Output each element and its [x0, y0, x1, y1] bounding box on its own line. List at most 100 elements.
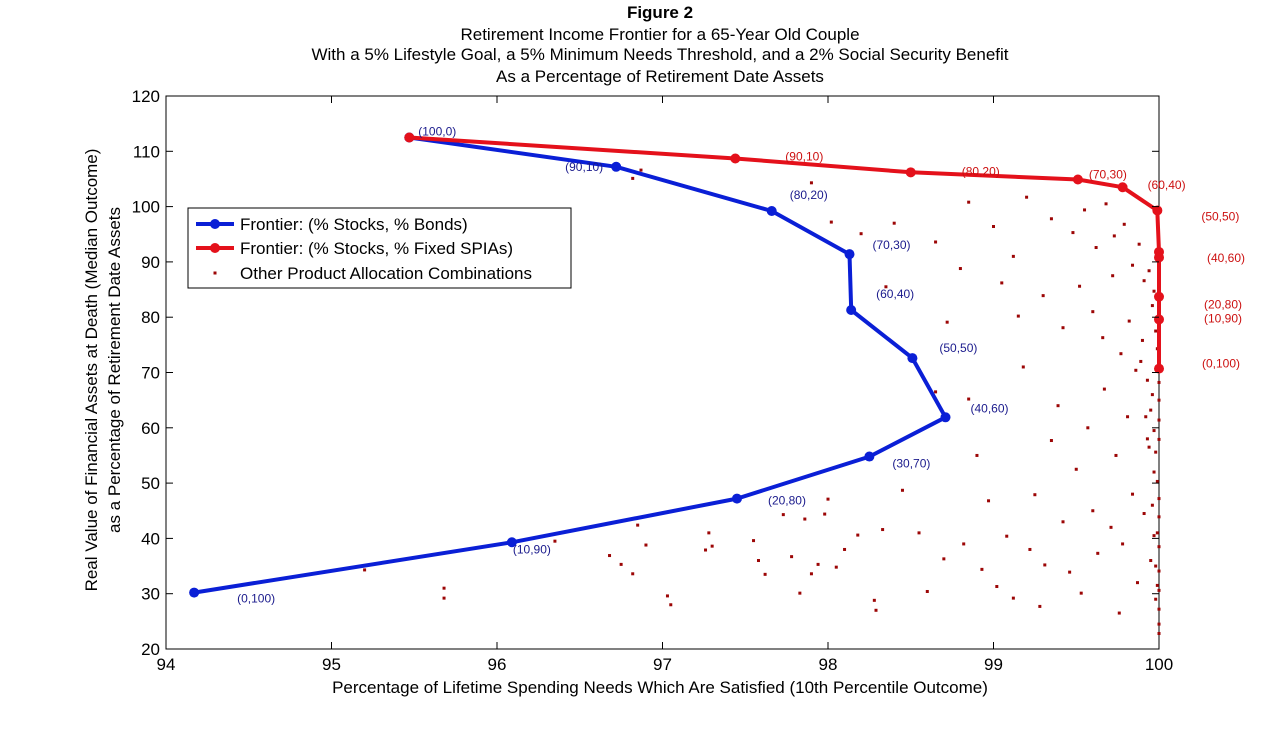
other-allocation-point	[1094, 246, 1098, 250]
chart-title: Retirement Income Frontier for a 65-Year…	[460, 25, 859, 44]
bonds-frontier-point	[907, 353, 918, 364]
legend: Frontier: (% Stocks, % Bonds) Frontier: …	[187, 207, 572, 289]
other-allocation-point	[823, 512, 827, 516]
other-allocation-point	[1145, 378, 1149, 382]
other-allocation-point	[945, 320, 949, 324]
other-allocation-point	[809, 181, 813, 185]
other-allocation-point	[1152, 289, 1156, 293]
other-allocation-point	[872, 598, 876, 602]
other-allocation-point	[763, 572, 767, 576]
x-tick-label: 94	[157, 655, 176, 674]
other-allocation-point	[752, 539, 756, 543]
other-allocation-point	[1086, 426, 1090, 430]
legend-box	[187, 207, 572, 289]
spias-frontier-point	[1117, 182, 1128, 193]
other-allocation-point	[1140, 338, 1144, 342]
other-allocation-point	[756, 559, 760, 563]
other-allocation-point	[1152, 470, 1156, 474]
y-axis: 20 30 40 50 60 70 80 90 100 110 120	[132, 87, 1159, 659]
other-allocation-point	[1122, 222, 1126, 226]
other-allocation-point	[1150, 503, 1154, 507]
other-allocation-point	[987, 499, 991, 503]
other-allocation-point	[790, 555, 794, 559]
other-allocation-point	[980, 567, 984, 571]
other-allocation-point	[900, 488, 904, 492]
other-allocation-point	[1028, 547, 1032, 551]
x-tick-label: 98	[819, 655, 838, 674]
other-allocation-point	[442, 596, 446, 600]
other-allocation-point	[1111, 274, 1115, 278]
y-tick-label: 110	[133, 142, 160, 161]
other-allocation-point	[1112, 234, 1116, 238]
x-tick-label: 99	[984, 655, 1003, 674]
y-tick-label: 120	[132, 87, 160, 106]
other-allocation-point	[1154, 329, 1158, 333]
other-allocation-point	[1078, 284, 1082, 288]
other-allocation-point	[1147, 269, 1151, 273]
other-allocation-point	[1157, 545, 1161, 549]
other-allocation-point	[553, 539, 557, 543]
bonds-frontier-point	[844, 249, 855, 260]
other-allocation-point	[1157, 515, 1161, 519]
other-allocation-point	[834, 565, 838, 569]
bonds-point-label: (10,90)	[513, 542, 551, 556]
other-allocation-point	[1114, 453, 1118, 457]
x-tick-label: 100	[1145, 655, 1173, 674]
point-labels-group: (0,100)(10,90)(20,80)(30,70)(40,60)(50,5…	[237, 124, 1245, 605]
other-allocation-point	[1061, 326, 1065, 330]
other-allocation-point	[1131, 263, 1135, 267]
y-tick-label: 30	[141, 585, 160, 604]
bonds-point-label: (30,70)	[892, 457, 930, 471]
y-axis-label-line-2: as a Percentage of Retirement Date Asset…	[105, 207, 124, 533]
other-allocation-point	[1049, 439, 1053, 443]
bonds-point-label: (70,30)	[872, 238, 910, 252]
other-allocation-point	[1005, 534, 1009, 538]
spias-point-label: (60,40)	[1148, 178, 1186, 192]
other-allocation-point	[1145, 437, 1149, 441]
bonds-frontier-point	[506, 537, 517, 548]
spias-frontier-point	[404, 132, 415, 143]
other-allocation-point	[1149, 408, 1153, 412]
other-allocation-point	[1041, 294, 1045, 298]
other-allocation-point	[1154, 597, 1158, 601]
other-allocation-point	[816, 562, 820, 566]
y-axis-label-line-1: Real Value of Financial Assets at Death …	[82, 149, 101, 592]
y-tick-label: 90	[141, 253, 160, 272]
other-allocation-point	[1061, 520, 1065, 524]
other-allocation-point	[1150, 393, 1154, 397]
other-allocation-point	[1011, 254, 1015, 258]
other-allocation-point	[1157, 380, 1161, 384]
bonds-frontier-point	[611, 161, 622, 172]
other-allocation-point	[1155, 531, 1159, 535]
other-allocation-point	[1038, 604, 1042, 608]
legend-spias-label: Frontier: (% Stocks, % Fixed SPIAs)	[240, 239, 513, 258]
y-tick-label: 100	[132, 198, 160, 217]
other-allocation-point	[363, 568, 367, 572]
other-allocation-point	[704, 548, 708, 552]
x-axis: 94 95 96 97 98 99 100	[157, 96, 1173, 674]
other-allocation-point	[967, 397, 971, 401]
other-allocation-point	[644, 543, 648, 547]
other-allocation-point	[859, 232, 863, 236]
other-allocation-point	[856, 533, 860, 537]
other-allocation-point	[1074, 467, 1078, 471]
other-allocation-point	[925, 589, 929, 593]
other-allocation-point	[1016, 314, 1020, 318]
bonds-frontier-point	[846, 305, 857, 316]
other-allocation-point	[1134, 368, 1138, 372]
other-allocation-point	[1127, 319, 1131, 323]
other-allocation-point	[1144, 415, 1148, 419]
spias-point-label: (80,20)	[962, 164, 1000, 178]
spias-point-label: (20,80)	[1204, 298, 1242, 312]
spias-frontier-point	[1154, 291, 1164, 302]
other-allocation-point	[1157, 437, 1161, 441]
other-allocation-point	[1101, 336, 1105, 340]
other-allocation-point	[710, 544, 714, 548]
other-allocation-point	[442, 586, 446, 590]
other-allocation-point	[1142, 512, 1146, 516]
other-allocation-point	[1096, 551, 1100, 555]
spias-point-label: (50,50)	[1201, 209, 1239, 223]
bonds-frontier-point	[864, 451, 875, 462]
spias-point-label: (10,90)	[1204, 311, 1242, 325]
bonds-point-label: (80,20)	[790, 188, 828, 202]
